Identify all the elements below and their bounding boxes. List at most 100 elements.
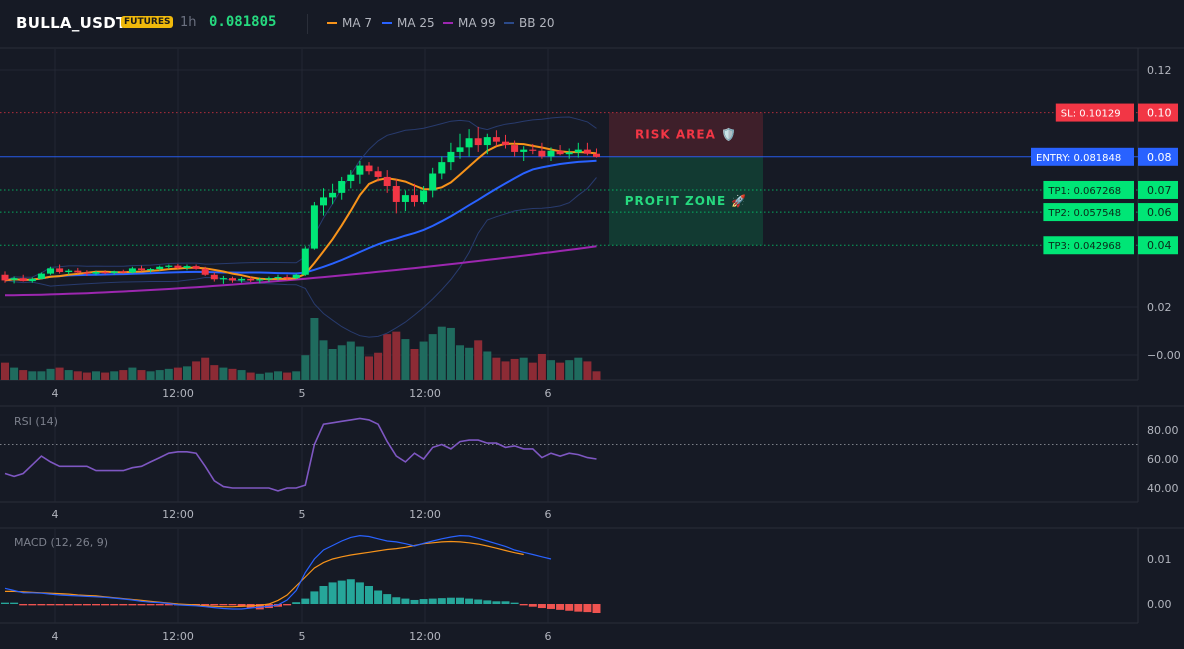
candle-body[interactable] <box>110 271 118 273</box>
candle-body[interactable] <box>201 268 209 275</box>
candle-body[interactable] <box>483 137 491 146</box>
candle-body[interactable] <box>101 272 109 274</box>
macd-hist-bar <box>210 604 219 606</box>
candle-body[interactable] <box>365 165 373 172</box>
legend-bb20[interactable]: BB 20 <box>504 16 555 30</box>
macd-tick-label: 0.01 <box>1147 553 1172 566</box>
candle-body[interactable] <box>229 278 236 281</box>
level-tag[interactable] <box>1055 103 1134 122</box>
macd-signal-line <box>5 540 524 608</box>
candle-body[interactable] <box>1 274 9 281</box>
candle-body[interactable] <box>265 278 273 280</box>
candle-body[interactable] <box>238 278 246 281</box>
candle-body[interactable] <box>92 272 100 274</box>
level-tag[interactable] <box>1031 147 1134 166</box>
candle-body[interactable] <box>156 266 164 270</box>
volume-bar <box>28 371 37 380</box>
level-tag[interactable] <box>1043 236 1134 255</box>
price-axis-tag[interactable] <box>1138 103 1178 122</box>
candle-body[interactable] <box>301 248 309 275</box>
candle-body[interactable] <box>429 173 437 191</box>
candle-body[interactable] <box>37 273 45 279</box>
legend-ma99[interactable]: MA 99 <box>443 16 496 30</box>
candle-body[interactable] <box>456 147 464 152</box>
candle-body[interactable] <box>283 277 291 279</box>
candle-body[interactable] <box>583 149 591 154</box>
price-axis-tag[interactable] <box>1138 147 1178 166</box>
macd-panel[interactable]: MACD (12, 26, 9) 0.01 0.00 <box>1 534 1172 613</box>
candle-body[interactable] <box>374 171 382 177</box>
candle-body[interactable] <box>183 266 191 268</box>
price-axis-tag[interactable] <box>1138 236 1178 255</box>
candle-body[interactable] <box>165 265 173 267</box>
candle-body[interactable] <box>19 278 27 282</box>
candle-body[interactable] <box>511 145 519 152</box>
level-tag[interactable] <box>1043 203 1134 222</box>
volume-bar <box>547 360 555 380</box>
volume-bar <box>528 362 537 380</box>
candle-body[interactable] <box>147 269 155 271</box>
candle-body[interactable] <box>56 268 64 273</box>
candle-body[interactable] <box>174 265 182 268</box>
candle-body[interactable] <box>556 150 564 155</box>
price-axis-tag[interactable] <box>1138 203 1178 222</box>
candle-body[interactable] <box>356 165 364 175</box>
macd-hist-bar <box>492 601 501 604</box>
candle-body[interactable] <box>247 278 255 281</box>
macd-hist-bar <box>556 604 565 610</box>
candle-body[interactable] <box>256 279 264 281</box>
macd-hist-bar <box>547 604 555 609</box>
legend-ma25[interactable]: MA 25 <box>382 16 435 30</box>
candle-body[interactable] <box>138 268 145 271</box>
candle-body[interactable] <box>520 149 528 152</box>
candle-body[interactable] <box>338 181 346 193</box>
candle-body[interactable] <box>529 149 537 151</box>
candle-body[interactable] <box>192 266 200 269</box>
legend-ma7[interactable]: MA 7 <box>327 16 372 30</box>
price-axis-tag[interactable] <box>1138 180 1178 199</box>
macd-hist-bar <box>446 597 455 604</box>
candle-body[interactable] <box>210 274 218 280</box>
candle-body[interactable] <box>420 190 428 202</box>
candle-body[interactable] <box>565 152 573 155</box>
candle-body[interactable] <box>401 195 409 202</box>
volume-bar <box>64 370 73 380</box>
candle-body[interactable] <box>411 195 418 202</box>
level-tags[interactable]: SL: 0.10129 0.10 ENTRY: 0.081848 0.08 TP1: 0… <box>1031 103 1178 255</box>
candle-body[interactable] <box>474 138 482 146</box>
candle-body[interactable] <box>392 186 400 202</box>
candle-body[interactable] <box>320 197 327 206</box>
candle-body[interactable] <box>502 141 509 146</box>
timeframe-selector[interactable]: 1h <box>180 15 197 30</box>
candle-body[interactable] <box>538 150 546 157</box>
candle-body[interactable] <box>274 277 282 279</box>
candle-body[interactable] <box>310 205 318 249</box>
candle-body[interactable] <box>593 153 600 157</box>
candlesticks[interactable] <box>1 126 601 284</box>
candle-body[interactable] <box>465 138 473 148</box>
candle-body[interactable] <box>547 150 555 157</box>
candle-body[interactable] <box>119 271 127 273</box>
candle-body[interactable] <box>219 278 227 280</box>
candle-body[interactable] <box>74 270 82 273</box>
rsi-panel[interactable]: RSI (14) 80.00 60.00 40.00 <box>0 415 1179 495</box>
candle-body[interactable] <box>83 272 91 274</box>
candle-body[interactable] <box>47 268 54 274</box>
candle-body[interactable] <box>292 274 300 279</box>
candle-body[interactable] <box>383 176 391 187</box>
volume-bar <box>10 367 19 380</box>
candle-body[interactable] <box>65 270 73 273</box>
symbol-name[interactable]: BULLA_USDT <box>16 14 127 32</box>
candle-body[interactable] <box>128 268 136 273</box>
candle-body[interactable] <box>492 137 500 142</box>
level-tag[interactable] <box>1043 180 1134 199</box>
candle-body[interactable] <box>574 149 582 153</box>
candle-body[interactable] <box>447 151 455 163</box>
candle-body[interactable] <box>347 174 355 182</box>
macd-hist-bar <box>583 604 592 613</box>
candle-body[interactable] <box>329 192 337 198</box>
candle-body[interactable] <box>10 278 18 280</box>
candle-body[interactable] <box>438 162 446 174</box>
candle-body[interactable] <box>28 278 36 282</box>
